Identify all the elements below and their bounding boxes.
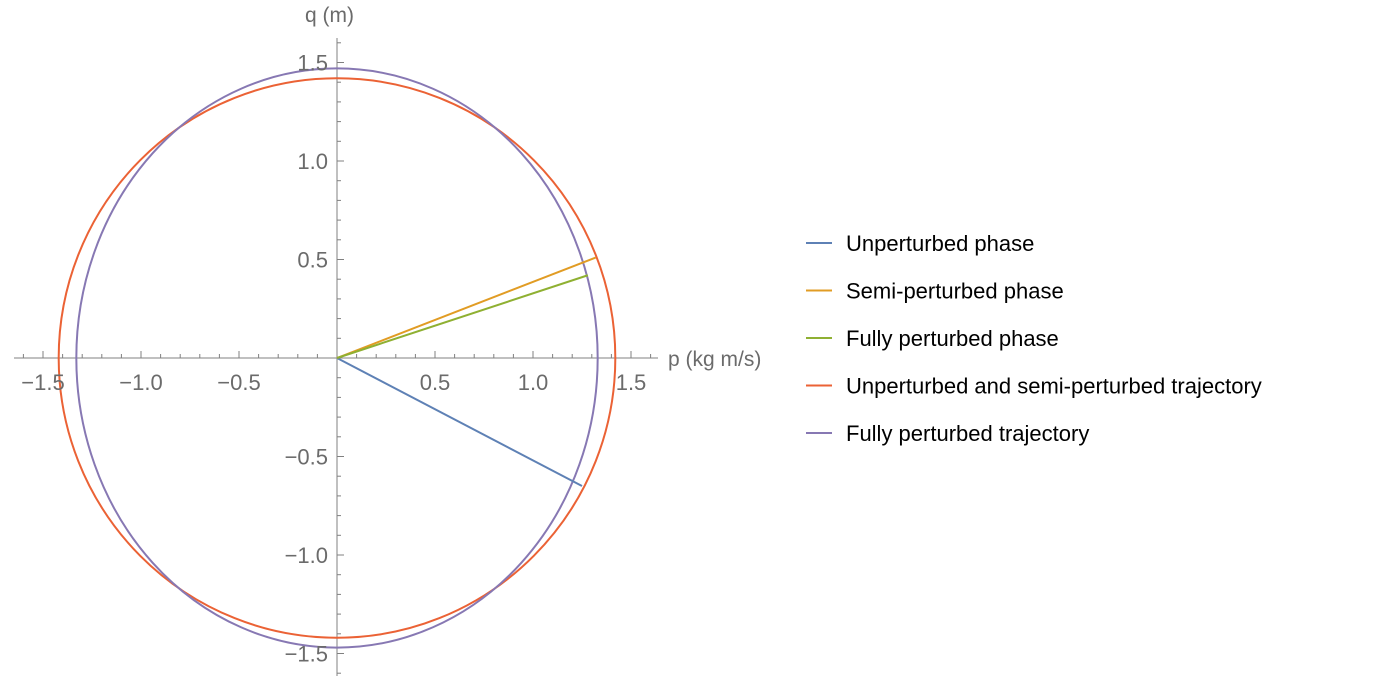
x-tick-label: −1.5 (21, 370, 64, 395)
x-tick-label: 0.5 (420, 370, 451, 395)
legend: Unperturbed phase Semi-perturbed phase Ful… (806, 231, 1262, 446)
x-tick-label: 1.0 (518, 370, 549, 395)
legend-label: Unperturbed and semi-perturbed trajector… (846, 374, 1262, 399)
series-layer (57, 67, 617, 649)
legend-label: Fully perturbed phase (846, 326, 1059, 351)
x-axis-label: p (kg m/s) (668, 348, 761, 371)
series-fully-perturbed-trajectory (75, 67, 599, 649)
x-tick-label: 1.5 (616, 370, 647, 395)
y-tick-label: −1.5 (285, 642, 328, 667)
series-semi-perturbed-phase (336, 256, 597, 359)
tick-labels: −1.5 −1.0 −0.5 0.5 1.0 1.5 1.5 1.0 0.5 −0.5 −1.0 −1… (21, 51, 646, 667)
y-tick-label: 1.5 (297, 51, 328, 76)
y-tick-label: 1.0 (297, 149, 328, 174)
series-fully-perturbed-phase (336, 274, 589, 359)
legend-label: Unperturbed phase (846, 231, 1034, 256)
y-tick-label: −1.0 (285, 543, 328, 568)
y-tick-label: −0.5 (285, 445, 328, 470)
x-tick-label: −0.5 (217, 370, 260, 395)
legend-label: Fully perturbed trajectory (846, 421, 1089, 446)
legend-label: Semi-perturbed phase (846, 279, 1064, 304)
x-tick-label: −1.0 (119, 370, 162, 395)
y-tick-label: 0.5 (297, 248, 328, 273)
series-unperturbed-and-semi-perturbed-trajectory (57, 77, 617, 639)
series-unperturbed-phase (336, 357, 583, 487)
y-axis-label: q (m) (305, 4, 354, 27)
axes (14, 38, 658, 676)
